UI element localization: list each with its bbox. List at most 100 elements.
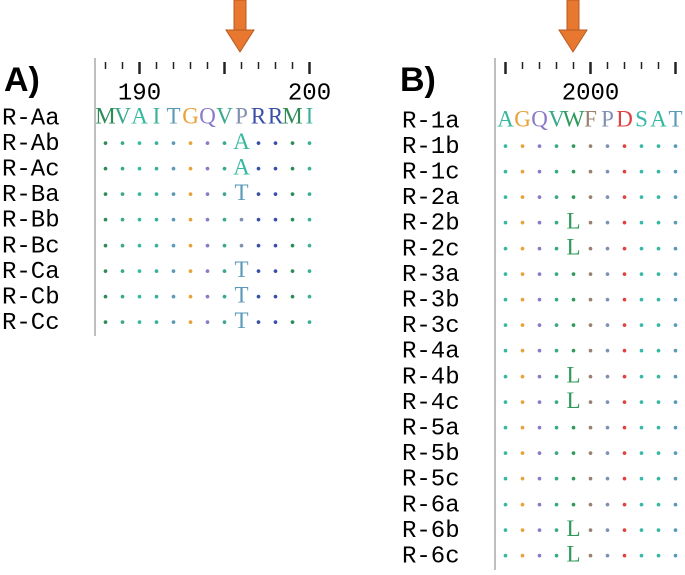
match-dot: . [503, 205, 509, 230]
match-dot: . [222, 304, 228, 329]
match-dot: . [588, 281, 594, 306]
match-dot: . [307, 202, 313, 227]
match-dot: . [554, 128, 560, 153]
match-dot: . [307, 125, 313, 150]
match-dot: . [290, 125, 296, 150]
match-dot: . [137, 304, 143, 329]
match-dot: . [154, 176, 160, 201]
match-dot: . [571, 409, 577, 434]
match-dot: . [673, 128, 679, 153]
match-dot: . [588, 128, 594, 153]
residue: A [131, 103, 148, 128]
match-dot: . [120, 253, 126, 278]
match-dot: . [273, 202, 279, 227]
match-dot: . [605, 358, 611, 383]
match-dot: . [307, 253, 313, 278]
residue: A [497, 106, 514, 131]
arrow-b [558, 0, 588, 53]
match-dot: . [622, 461, 628, 486]
match-dot: . [656, 128, 662, 153]
match-dot: . [171, 304, 177, 329]
match-dot: . [588, 537, 594, 562]
match-dot: . [656, 281, 662, 306]
row-name: R-4b [402, 364, 460, 391]
match-dot: . [290, 278, 296, 303]
match-dot: . [188, 278, 194, 303]
match-dot: . [520, 333, 526, 358]
match-dot: . [554, 537, 560, 562]
match-dot: . [103, 227, 109, 252]
match-dot: . [256, 150, 262, 175]
match-dot: . [656, 512, 662, 537]
match-dot: . [605, 512, 611, 537]
residue: G [182, 103, 199, 128]
match-dot: . [256, 278, 262, 303]
match-dot: . [588, 230, 594, 255]
match-dot: . [520, 435, 526, 460]
match-dot: . [256, 202, 262, 227]
residue: T [668, 106, 682, 131]
match-dot: . [673, 333, 679, 358]
match-dot: . [520, 409, 526, 434]
match-dot: . [656, 358, 662, 383]
residue: A [233, 154, 250, 179]
row-name: R-Cb [2, 285, 60, 312]
row-name: R-3c [402, 313, 460, 340]
match-dot: . [571, 461, 577, 486]
match-dot: . [673, 486, 679, 511]
match-dot: . [622, 307, 628, 332]
match-dot: . [103, 202, 109, 227]
match-dot: . [588, 153, 594, 178]
match-dot: . [571, 128, 577, 153]
match-dot: . [171, 176, 177, 201]
ruler-label: 190 [118, 80, 161, 107]
match-dot: . [673, 435, 679, 460]
match-dot: . [171, 278, 177, 303]
match-dot: . [673, 461, 679, 486]
match-dot: . [256, 176, 262, 201]
match-dot: . [622, 409, 628, 434]
match-dot: . [503, 256, 509, 281]
match-dot: . [188, 150, 194, 175]
match-dot: . [290, 176, 296, 201]
match-dot: . [171, 150, 177, 175]
row-name: R-Ac [2, 157, 60, 184]
match-dot: . [256, 125, 262, 150]
row-name: R-Cc [2, 310, 60, 337]
match-dot: . [537, 512, 543, 537]
match-dot: . [273, 253, 279, 278]
match-dot: . [120, 304, 126, 329]
match-dot: . [273, 278, 279, 303]
match-dot: . [639, 537, 645, 562]
match-dot: . [537, 128, 543, 153]
residue: I [306, 103, 314, 128]
match-dot: . [588, 384, 594, 409]
match-dot: . [103, 278, 109, 303]
match-dot: . [605, 307, 611, 332]
match-dot: . [571, 153, 577, 178]
match-dot: . [188, 304, 194, 329]
match-dot: . [188, 202, 194, 227]
residue: P [235, 103, 248, 128]
match-dot: . [656, 435, 662, 460]
match-dot: . [554, 384, 560, 409]
match-dot: . [290, 150, 296, 175]
match-dot: . [571, 179, 577, 204]
residue: V [114, 103, 131, 128]
match-dot: . [673, 256, 679, 281]
match-dot: . [222, 278, 228, 303]
match-dot: . [273, 150, 279, 175]
residue: M [282, 103, 302, 128]
match-dot: . [205, 227, 211, 252]
match-dot: . [656, 205, 662, 230]
panel-label: B) [400, 61, 436, 99]
match-dot: . [171, 227, 177, 252]
residue: W [563, 106, 585, 131]
match-dot: . [537, 358, 543, 383]
match-dot: . [503, 486, 509, 511]
residue: M [95, 103, 115, 128]
match-dot: . [537, 153, 543, 178]
match-dot: . [537, 307, 543, 332]
match-dot: . [537, 486, 543, 511]
match-dot: . [639, 307, 645, 332]
